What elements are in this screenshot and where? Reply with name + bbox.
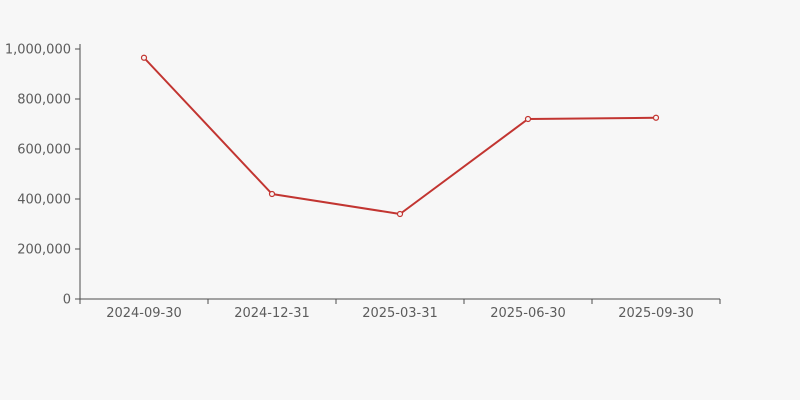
y-tick-label: 600,000: [17, 143, 71, 158]
x-tick-label: 2024-12-31: [234, 306, 310, 321]
x-tick-label: 2024-09-30: [106, 306, 182, 321]
data-point-marker[interactable]: [524, 115, 532, 123]
x-tick-label: 2025-06-30: [490, 306, 566, 321]
y-tick-label: 400,000: [17, 193, 71, 208]
y-tick-label: 200,000: [17, 243, 71, 258]
data-point-marker[interactable]: [396, 210, 404, 218]
data-point-marker[interactable]: [268, 190, 276, 198]
y-tick-label: 800,000: [17, 93, 71, 108]
y-tick-label: 1,000,000: [5, 43, 71, 58]
x-tick-label: 2025-03-31: [362, 306, 438, 321]
data-point-marker[interactable]: [652, 114, 660, 121]
x-tick-label: 2025-09-30: [618, 306, 694, 321]
series-line: [143, 56, 657, 215]
data-point-marker[interactable]: [140, 54, 148, 61]
y-tick-label: 0: [63, 293, 71, 308]
